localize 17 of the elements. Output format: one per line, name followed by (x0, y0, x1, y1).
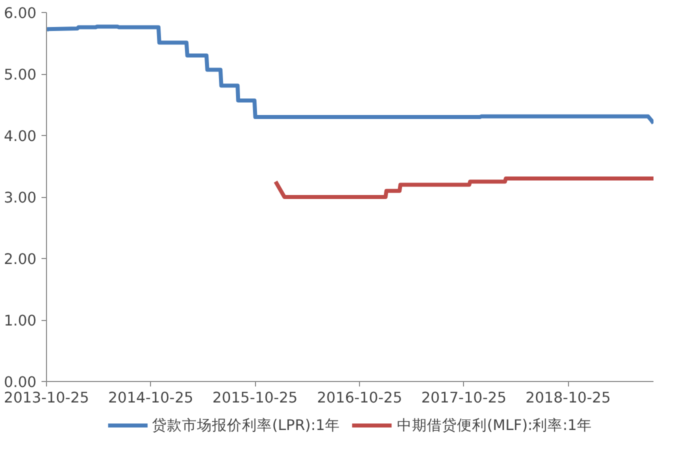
legend-label: 贷款市场报价利率(LPR):1年 (152, 416, 340, 434)
line-series (46, 24, 654, 126)
y-tick-label: 2.00 (4, 251, 37, 268)
x-tick-label: 2016-10-25 (316, 390, 402, 406)
x-tick-label: 2015-10-25 (212, 390, 298, 406)
y-tick-label: 4.00 (4, 128, 37, 145)
line-series (274, 176, 654, 199)
x-tick-label: 2018-10-25 (526, 390, 611, 406)
y-tick-label: 3.00 (4, 190, 37, 206)
y-tick-label: 5.00 (4, 66, 37, 84)
x-tick-label: 2017-10-25 (421, 390, 506, 406)
legend-label: 中期借贷便利(MLF):利率:1年 (397, 416, 592, 434)
y-tick-label: 0.00 (4, 374, 37, 391)
x-tick-label: 2014-10-25 (108, 390, 194, 406)
x-tick-label: 2013-10-25 (4, 390, 90, 406)
y-tick-label: 6.00 (4, 5, 37, 22)
y-tick-label: 1.00 (4, 312, 37, 330)
